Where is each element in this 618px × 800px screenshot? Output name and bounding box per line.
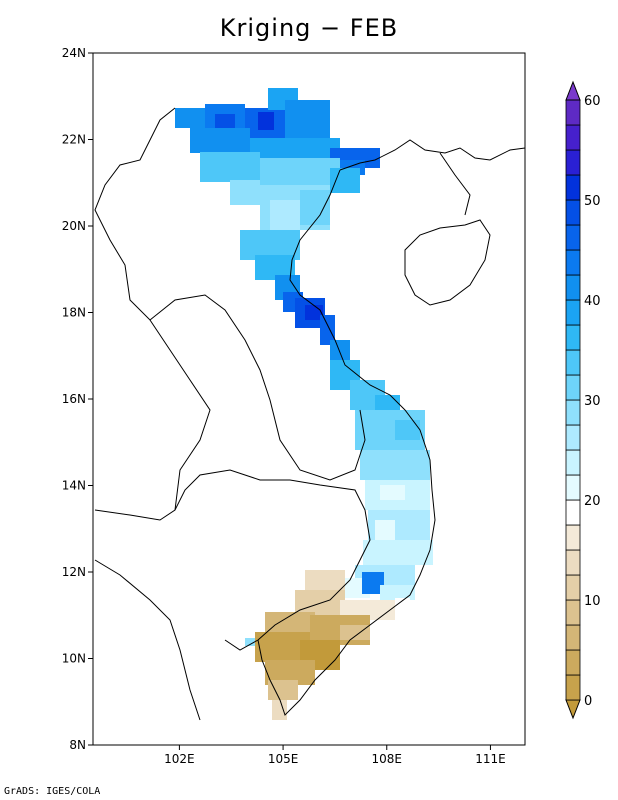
colorbar-segment <box>565 149 581 176</box>
south-region <box>245 570 395 720</box>
lat-tick-label: 24N <box>62 46 86 60</box>
precip-field <box>175 88 433 720</box>
colorbar-segment <box>565 274 581 301</box>
thai-gulf <box>94 559 201 721</box>
lat-tick-label: 18N <box>62 306 86 320</box>
colorbar-min-arrow <box>565 699 581 720</box>
laos-border <box>94 107 366 481</box>
lat-tick-label: 10N <box>62 652 86 666</box>
lon-tick-label: 102E <box>164 752 195 766</box>
colorbar-segment <box>565 249 581 276</box>
colorbar-label: 20 <box>584 494 601 509</box>
colorbar-segment <box>565 524 581 551</box>
colorbar-segment <box>565 674 581 701</box>
colorbar-label: 40 <box>584 294 601 309</box>
colorbar-segment <box>565 299 581 326</box>
thai-inner <box>149 319 211 511</box>
colorbar-segment <box>565 99 581 126</box>
colorbar-segment <box>565 599 581 626</box>
colorbar-segment <box>565 574 581 601</box>
thai-cambodia-border <box>94 469 371 651</box>
vietnam-coast <box>257 169 436 716</box>
colorbar-segment <box>565 499 581 526</box>
lat-tick-label: 14N <box>62 479 86 493</box>
longitude-axis: 102E 105E 108E 111E <box>164 745 506 766</box>
colorbar: 0 10 20 30 40 50 60 <box>565 80 601 720</box>
lat-tick-label: 8N <box>69 738 86 752</box>
colorbar-segment <box>565 549 581 576</box>
colorbar-segment <box>565 424 581 451</box>
hainan-island <box>404 219 491 306</box>
colorbar-label: 60 <box>584 94 601 109</box>
china-coast <box>339 139 526 171</box>
central-region <box>340 410 433 608</box>
colorbar-segment <box>565 399 581 426</box>
coastlines <box>94 107 526 721</box>
colorbar-segment <box>565 449 581 476</box>
map-title: Kriging − FEB <box>219 14 399 42</box>
colorbar-segment <box>565 374 581 401</box>
lon-tick-label: 108E <box>372 752 403 766</box>
lat-tick-label: 12N <box>62 565 86 579</box>
colorbar-segment <box>565 649 581 676</box>
colorbar-segment <box>565 174 581 201</box>
lon-tick-label: 111E <box>475 752 506 766</box>
credit-text: GrADS: IGES/COLA <box>4 786 101 797</box>
colorbar-max-arrow <box>565 80 581 101</box>
colorbar-segment <box>565 224 581 251</box>
colorbar-segment <box>565 199 581 226</box>
lon-tick-label: 105E <box>268 752 299 766</box>
colorbar-label: 10 <box>584 594 601 609</box>
colorbar-segment <box>565 624 581 651</box>
north-central-region <box>275 275 400 415</box>
colorbar-segment <box>565 474 581 501</box>
colorbar-segment <box>565 124 581 151</box>
north-region <box>175 88 380 280</box>
colorbar-label: 50 <box>584 194 601 209</box>
colorbar-label: 30 <box>584 394 601 409</box>
colorbar-segment <box>565 349 581 376</box>
lat-tick-label: 20N <box>62 219 86 233</box>
colorbar-label: 0 <box>584 694 592 709</box>
lat-tick-label: 16N <box>62 392 86 406</box>
colorbar-segment <box>565 324 581 351</box>
hainan-mainland <box>439 152 471 216</box>
lat-tick-label: 22N <box>62 133 86 147</box>
latitude-axis: 8N 10N 12N 14N 16N 18N 20N 22N 24N <box>62 46 93 752</box>
